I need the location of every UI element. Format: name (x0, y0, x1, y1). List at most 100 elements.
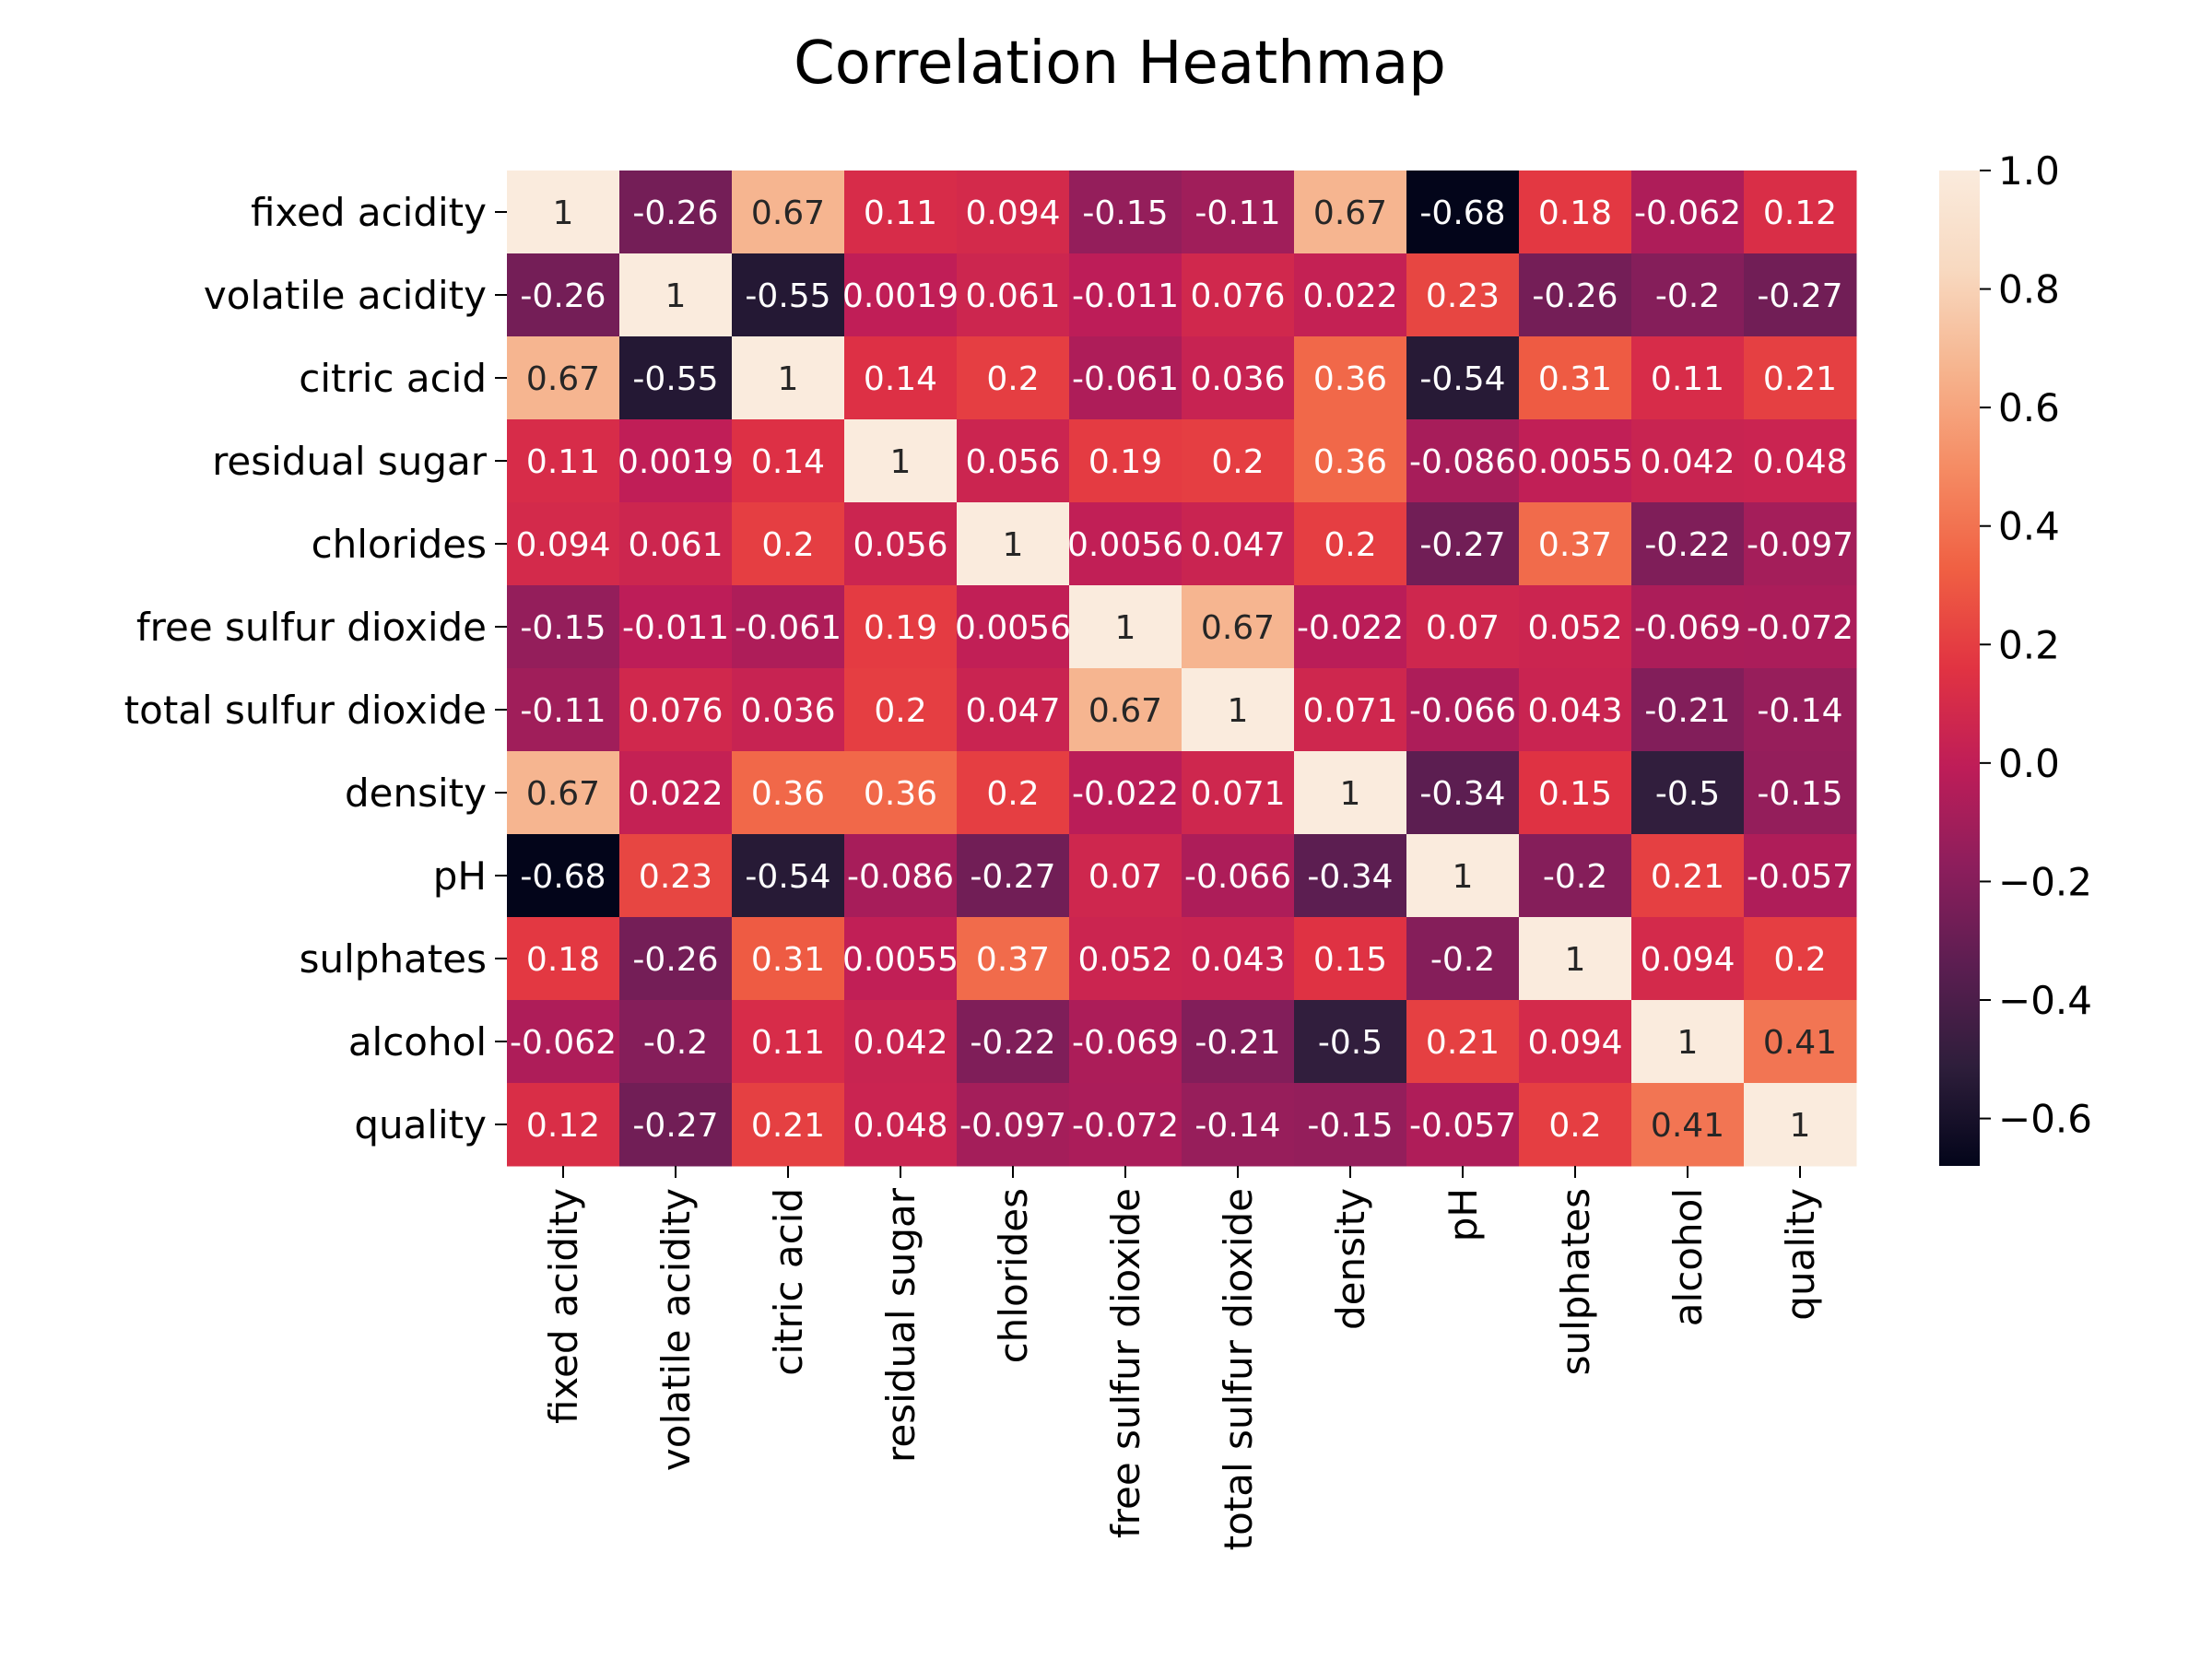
cell-value-label: 0.36 (864, 775, 937, 813)
cell-value-label: 1 (1453, 858, 1474, 896)
heatmap-cell (619, 502, 733, 586)
cell-value-label: 0.67 (1088, 692, 1162, 730)
heatmap-cell (619, 1000, 733, 1084)
cell-value-label: -0.022 (1297, 609, 1404, 647)
heatmap-cell (957, 253, 1070, 337)
y-tick-label: sulphates (300, 936, 487, 982)
heatmap-cell (1182, 171, 1295, 254)
cell-value-label: 0.094 (1527, 1024, 1622, 1062)
cell-value-label: 1 (1677, 1024, 1699, 1062)
heatmap-cell (844, 253, 958, 337)
heatmap-cell (507, 336, 620, 420)
cell-value-label: 0.14 (751, 443, 825, 481)
cell-value-label: -0.26 (520, 277, 606, 315)
cell-value-label: 0.061 (628, 526, 723, 564)
x-tick-label: pH (1441, 1188, 1486, 1241)
cell-value-label: -0.057 (1409, 1107, 1516, 1145)
cell-value-label: 0.022 (628, 775, 723, 813)
heatmap-cell (957, 751, 1070, 835)
heatmap-cell (957, 668, 1070, 752)
y-tick-label: free sulfur dioxide (136, 605, 487, 650)
cell-value-label: -0.5 (1318, 1024, 1382, 1062)
heatmap-cell (844, 1000, 958, 1084)
cell-value-label: 0.11 (526, 443, 600, 481)
heatmap-cell (1631, 834, 1745, 918)
cell-value-label: 0.2 (1773, 941, 1826, 979)
cell-value-label: -0.2 (643, 1024, 708, 1062)
cell-value-label: 0.0055 (842, 941, 959, 979)
cell-value-label: 0.37 (1538, 526, 1612, 564)
heatmap-cell (1182, 1083, 1295, 1167)
heatmap-cell (1182, 336, 1295, 420)
cell-value-label: 0.41 (1651, 1107, 1724, 1145)
cell-value-label: 0.67 (751, 194, 825, 232)
heatmap-cell (1182, 253, 1295, 337)
heatmap-cell (1631, 502, 1745, 586)
cell-value-label: -0.069 (1634, 609, 1741, 647)
cell-value-label: 0.11 (1651, 360, 1724, 398)
cell-value-label: 0.094 (1640, 941, 1735, 979)
cell-value-label: 0.23 (1426, 277, 1500, 315)
colorbar-tick-label: 0.0 (1998, 741, 2060, 786)
cell-value-label: 0.071 (1302, 692, 1397, 730)
colorbar-tick-label: 0.8 (1998, 267, 2060, 312)
heatmap-cell (844, 171, 958, 254)
heatmap-cell (1294, 834, 1407, 918)
cell-value-label: 0.022 (1302, 277, 1397, 315)
x-tick-label: fixed acidity (541, 1188, 586, 1424)
x-axis: fixed acidity volatile acidity citric acid… (541, 1166, 1823, 1550)
cell-value-label: -0.26 (632, 194, 718, 232)
heatmap-cell (1294, 1000, 1407, 1084)
cell-value-label: -0.27 (632, 1107, 718, 1145)
cell-value-label: -0.27 (1757, 277, 1842, 315)
cell-value-label: -0.22 (1644, 526, 1730, 564)
heatmap-cell (1069, 668, 1182, 752)
heatmap-cell (1519, 917, 1632, 1001)
heatmap-cell (1294, 1083, 1407, 1167)
cell-value-label: -0.68 (520, 858, 606, 896)
heatmap-cell (1631, 917, 1745, 1001)
cell-value-label: 0.36 (1313, 360, 1387, 398)
heatmap-cell (844, 336, 958, 420)
heatmap-cell (1406, 419, 1520, 503)
cell-value-label: 0.076 (1190, 277, 1285, 315)
cell-value-label: -0.061 (1072, 360, 1179, 398)
heatmap-cell (1069, 751, 1182, 835)
heatmap-cell (732, 751, 845, 835)
heatmap-cell (1294, 502, 1407, 586)
heatmap-cell (732, 336, 845, 420)
cell-value-label: -0.061 (735, 609, 841, 647)
heatmap-cell (732, 1000, 845, 1084)
cell-value-label: 1 (1228, 692, 1249, 730)
heatmap-cell (1744, 419, 1857, 503)
heatmap-cell (1744, 336, 1857, 420)
cell-value-label: 0.37 (976, 941, 1050, 979)
heatmap-cell (1519, 419, 1632, 503)
cell-value-label: -0.062 (510, 1024, 617, 1062)
cell-value-label: 0.36 (751, 775, 825, 813)
heatmap-cell (732, 171, 845, 254)
cell-value-label: 1 (1565, 941, 1586, 979)
cell-value-label: 0.14 (864, 360, 937, 398)
cell-value-label: 1 (1790, 1107, 1811, 1145)
heatmap-cell (1519, 751, 1632, 835)
cell-value-label: 0.2 (1211, 443, 1264, 481)
heatmap-cell (1744, 253, 1857, 337)
heatmap-cell (1744, 171, 1857, 254)
cell-value-label: 0.21 (1426, 1024, 1500, 1062)
cell-value-label: 0.2 (874, 692, 926, 730)
cell-value-label: -0.55 (632, 360, 718, 398)
heatmap-cell (1744, 917, 1857, 1001)
cell-value-label: 0.19 (864, 609, 937, 647)
heatmap-cell (507, 253, 620, 337)
chart-title: Correlation Heathmap (794, 29, 1446, 98)
heatmap-cell (1631, 336, 1745, 420)
cell-value-label: 1 (778, 360, 799, 398)
heatmap-cell (507, 502, 620, 586)
cell-value-label: -0.21 (1194, 1024, 1280, 1062)
cell-value-label: -0.27 (970, 858, 1055, 896)
heatmap-cell (732, 502, 845, 586)
cell-value-label: 0.21 (1763, 360, 1837, 398)
heatmap-cell (1294, 419, 1407, 503)
